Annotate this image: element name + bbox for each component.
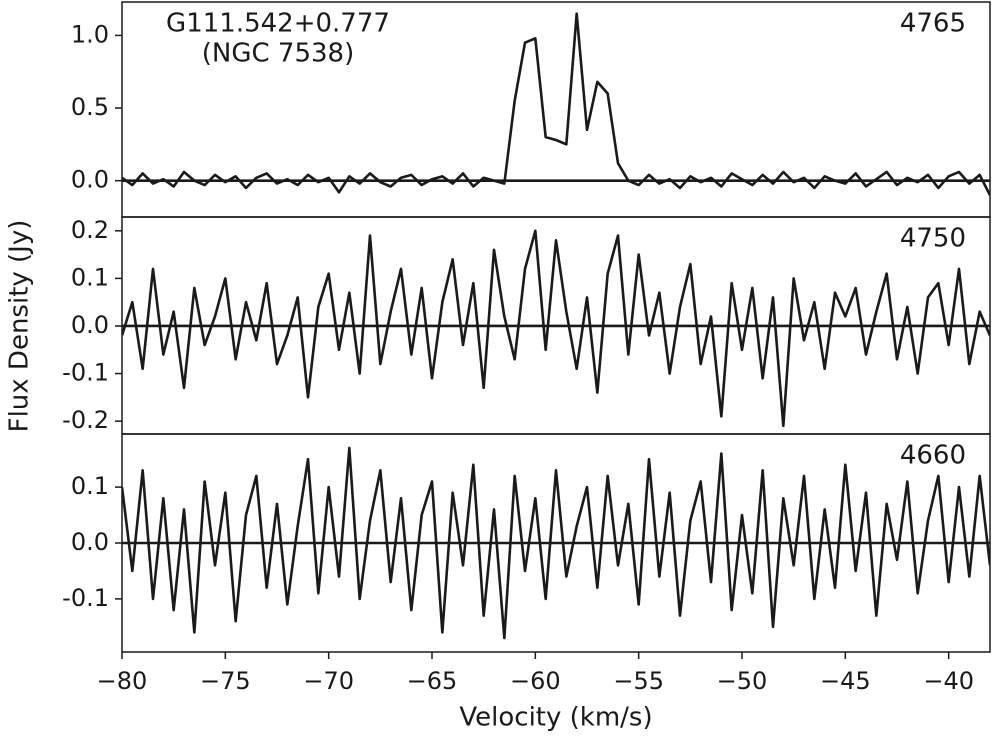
annotation: (NGC 7538) (202, 39, 354, 69)
y-tick-label: -0.2 (62, 406, 109, 434)
y-tick-label: 0.0 (71, 528, 109, 556)
panel-label: 4660 (900, 441, 966, 471)
y-tick-label: 0.0 (71, 311, 109, 339)
spectrum-line (122, 229, 990, 428)
y-axis-label: Flux Density (Jy) (5, 220, 35, 433)
spectrum-line (122, 12, 990, 196)
y-tick-label: 1.0 (71, 20, 109, 48)
y-tick-label: 0.1 (71, 263, 109, 291)
spectrum-line (122, 446, 990, 640)
x-tick-label: −60 (510, 667, 561, 695)
y-tick-label: 0.0 (71, 166, 109, 194)
y-tick-label: 0.1 (71, 472, 109, 500)
x-tick-label: −80 (97, 667, 148, 695)
annotation: G111.542+0.777 (166, 9, 390, 39)
x-tick-label: −45 (820, 667, 871, 695)
panel-label: 4750 (900, 224, 966, 254)
y-tick-label: -0.1 (62, 584, 109, 612)
panel-label: 4765 (900, 9, 966, 39)
y-tick-label: 0.5 (71, 93, 109, 121)
x-tick-label: −50 (717, 667, 768, 695)
x-tick-label: −70 (303, 667, 354, 695)
x-tick-label: −65 (407, 667, 458, 695)
x-tick-label: −55 (613, 667, 664, 695)
y-tick-label: -0.1 (62, 359, 109, 387)
x-tick-label: −75 (200, 667, 251, 695)
x-tick-label: −40 (923, 667, 974, 695)
x-axis-label: Velocity (km/s) (459, 703, 652, 733)
y-tick-label: 0.2 (71, 216, 109, 244)
